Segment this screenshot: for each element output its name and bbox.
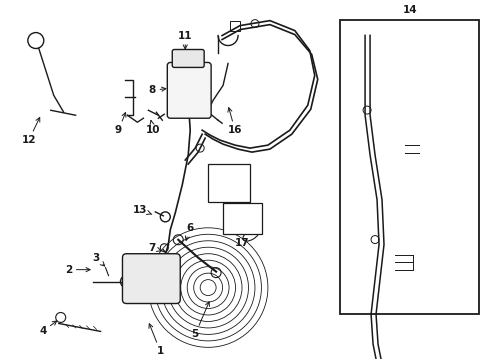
Bar — [208, 164, 250, 202]
Bar — [340, 21, 479, 315]
Bar — [230, 21, 240, 31]
FancyBboxPatch shape — [167, 62, 211, 118]
Text: 13: 13 — [133, 205, 152, 215]
Text: 7: 7 — [148, 243, 161, 253]
Text: 4: 4 — [39, 321, 57, 336]
Text: 5: 5 — [192, 302, 209, 339]
Text: 6: 6 — [185, 223, 194, 240]
FancyBboxPatch shape — [172, 50, 204, 67]
FancyBboxPatch shape — [122, 254, 180, 303]
Text: 8: 8 — [149, 85, 166, 95]
Text: 1: 1 — [149, 324, 164, 356]
Text: 16: 16 — [228, 108, 242, 135]
Text: 9: 9 — [115, 113, 126, 135]
Text: 15: 15 — [222, 204, 236, 215]
Text: 12: 12 — [22, 117, 40, 145]
Text: 10: 10 — [146, 121, 161, 135]
Text: 17: 17 — [235, 238, 250, 248]
Text: 11: 11 — [178, 31, 193, 49]
Text: 3: 3 — [92, 253, 105, 266]
Text: 2: 2 — [65, 265, 90, 275]
Bar — [223, 203, 262, 234]
Text: 14: 14 — [402, 5, 417, 15]
